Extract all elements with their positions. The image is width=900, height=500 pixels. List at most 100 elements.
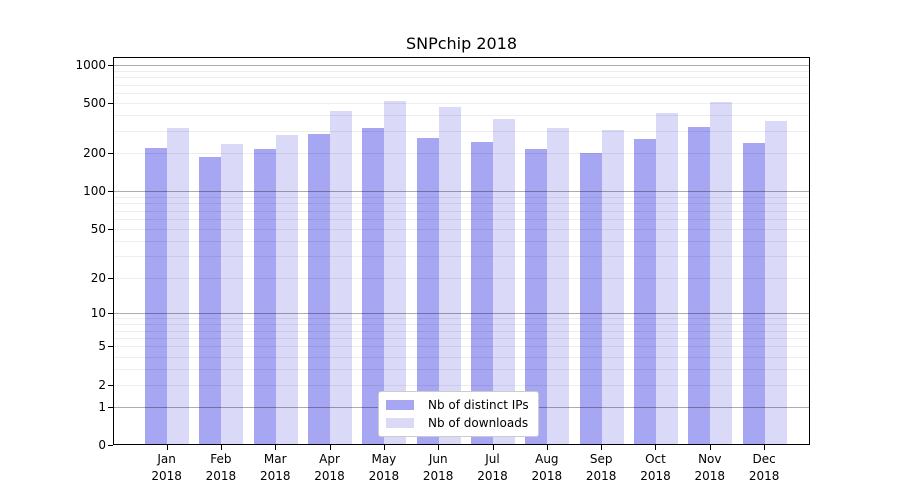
ytick-mark-500 bbox=[108, 103, 113, 105]
gridline-6 bbox=[114, 338, 809, 339]
xtick-mark-feb bbox=[220, 445, 222, 450]
bar-downloads-apr bbox=[330, 110, 353, 444]
legend-label-downloads: Nb of downloads bbox=[428, 416, 529, 430]
legend-swatch-distinct-ips bbox=[386, 400, 414, 410]
grid-layer bbox=[114, 58, 809, 444]
ytick-label-100: 100 bbox=[83, 184, 106, 199]
bar-downloads-sep bbox=[601, 130, 624, 444]
xtick-label-mar: Mar 2018 bbox=[259, 452, 291, 483]
gridline-700 bbox=[114, 84, 809, 86]
ytick-label-500: 500 bbox=[83, 96, 106, 111]
ytick-label-1000: 1000 bbox=[75, 58, 106, 73]
gridline-3 bbox=[114, 368, 809, 370]
xtick-mark-may bbox=[383, 445, 385, 450]
xtick-label-jul: Jul 2018 bbox=[477, 452, 508, 483]
ytick-label-0: 0 bbox=[98, 438, 106, 452]
bar-distinct-ips-mar bbox=[253, 148, 276, 444]
gridline-9 bbox=[114, 318, 809, 320]
gridline-7 bbox=[114, 330, 809, 332]
gridline-2 bbox=[114, 384, 809, 386]
plot-area: Nb of distinct IPs Nb of downloads bbox=[113, 57, 810, 445]
ytick-mark-50 bbox=[108, 228, 113, 230]
bar-downloads-oct bbox=[655, 112, 678, 444]
gridline-50 bbox=[114, 228, 809, 230]
bar-downloads-mar bbox=[275, 135, 298, 444]
xtick-mark-jan bbox=[166, 445, 168, 450]
chart-title: SNPchip 2018 bbox=[405, 34, 518, 53]
xtick-label-nov: Nov 2018 bbox=[694, 452, 726, 483]
bar-downloads-jun bbox=[438, 106, 461, 444]
ytick-label-200: 200 bbox=[83, 146, 106, 161]
ytick-mark-0 bbox=[108, 445, 113, 446]
gridline-1000 bbox=[114, 65, 809, 67]
gridline-40 bbox=[114, 240, 809, 242]
legend-item-downloads: Nb of downloads bbox=[386, 416, 529, 430]
xtick-mark-nov bbox=[709, 445, 711, 450]
ytick-label-1: 1 bbox=[98, 399, 106, 414]
legend-label-distinct-ips: Nb of distinct IPs bbox=[428, 398, 529, 412]
bar-downloads-dec bbox=[764, 121, 787, 444]
xtick-mark-apr bbox=[329, 445, 331, 450]
ytick-mark-10 bbox=[108, 313, 113, 315]
gridline-600 bbox=[114, 93, 809, 95]
bar-distinct-ips-jun bbox=[416, 138, 439, 444]
gridline-80 bbox=[114, 203, 809, 205]
ytick-mark-2 bbox=[108, 384, 113, 386]
bar-distinct-ips-jan bbox=[145, 148, 168, 444]
xtick-mark-oct bbox=[655, 445, 657, 450]
bar-downloads-jul bbox=[493, 118, 516, 444]
xtick-mark-dec bbox=[764, 445, 766, 450]
ytick-mark-5 bbox=[108, 346, 113, 348]
gridline-60 bbox=[114, 218, 809, 220]
gridline-20 bbox=[114, 277, 809, 279]
gridline-10 bbox=[114, 313, 809, 315]
ytick-mark-1 bbox=[108, 406, 113, 408]
gridline-200 bbox=[114, 153, 809, 155]
bar-distinct-ips-aug bbox=[525, 148, 548, 444]
xtick-label-sep: Sep 2018 bbox=[585, 452, 617, 483]
ytick-label-10: 10 bbox=[90, 306, 106, 321]
xtick-mark-jun bbox=[438, 445, 440, 450]
xtick-mark-mar bbox=[275, 445, 277, 450]
gridline-400 bbox=[114, 115, 809, 117]
ytick-label-5: 5 bbox=[98, 339, 106, 354]
bar-distinct-ips-nov bbox=[688, 127, 711, 444]
xtick-mark-sep bbox=[601, 445, 603, 450]
ytick-mark-20 bbox=[108, 277, 113, 279]
gridline-70 bbox=[114, 210, 809, 212]
bar-distinct-ips-oct bbox=[633, 138, 656, 444]
legend-swatch-downloads bbox=[386, 418, 414, 428]
xtick-label-dec: Dec 2018 bbox=[748, 452, 780, 483]
bar-distinct-ips-apr bbox=[308, 134, 331, 444]
bar-distinct-ips-feb bbox=[199, 157, 222, 444]
bar-downloads-feb bbox=[221, 144, 244, 444]
ytick-label-50: 50 bbox=[90, 221, 106, 236]
gridline-900 bbox=[114, 70, 809, 72]
gridline-5 bbox=[114, 346, 809, 348]
xtick-mark-aug bbox=[546, 445, 548, 450]
gridline-30 bbox=[114, 256, 809, 258]
xtick-label-oct: Oct 2018 bbox=[640, 452, 671, 483]
gridline-300 bbox=[114, 131, 809, 133]
bar-distinct-ips-jul bbox=[471, 141, 494, 444]
ytick-mark-1000 bbox=[108, 65, 113, 67]
bar-downloads-aug bbox=[547, 127, 570, 444]
bar-distinct-ips-dec bbox=[742, 143, 765, 444]
ytick-mark-200 bbox=[108, 153, 113, 155]
bar-downloads-jan bbox=[167, 127, 190, 444]
xtick-label-aug: Aug 2018 bbox=[531, 452, 563, 483]
legend-item-distinct-ips: Nb of distinct IPs bbox=[386, 398, 529, 412]
xtick-label-may: May 2018 bbox=[368, 452, 400, 483]
xtick-label-jan: Jan 2018 bbox=[151, 452, 182, 483]
xtick-label-feb: Feb 2018 bbox=[205, 452, 237, 483]
xtick-label-jun: Jun 2018 bbox=[422, 452, 454, 483]
bar-distinct-ips-sep bbox=[579, 152, 602, 444]
xtick-label-apr: Apr 2018 bbox=[314, 452, 345, 483]
legend: Nb of distinct IPs Nb of downloads bbox=[378, 391, 539, 437]
gridline-8 bbox=[114, 324, 809, 326]
gridline-500 bbox=[114, 103, 809, 105]
gridline-100 bbox=[114, 191, 809, 193]
gridline-4 bbox=[114, 356, 809, 358]
ytick-mark-100 bbox=[108, 191, 113, 193]
